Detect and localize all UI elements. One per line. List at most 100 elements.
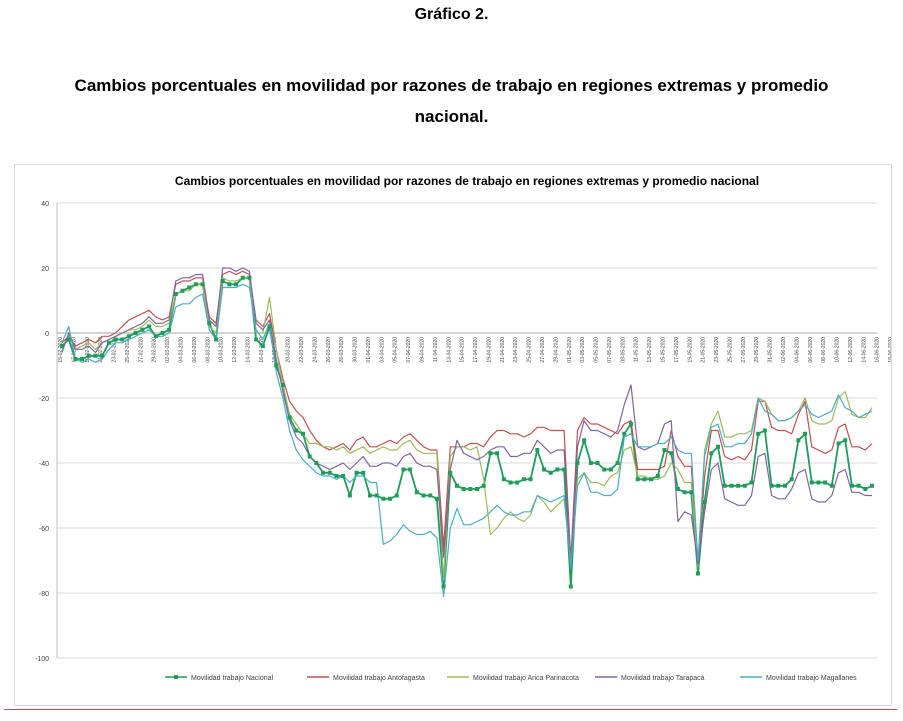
- y-tick-label: -40: [39, 461, 49, 468]
- x-tick-label: 18-06-2020: [888, 337, 891, 363]
- data-point-marker: [675, 487, 680, 491]
- data-point-marker: [280, 383, 285, 387]
- data-point-marker: [756, 431, 761, 436]
- x-tick-label: 15-04-2020: [460, 337, 466, 363]
- data-point-marker: [515, 480, 520, 485]
- data-point-marker: [528, 477, 533, 482]
- x-tick-label: 17-05-2020: [674, 337, 680, 363]
- data-point-marker: [729, 483, 734, 488]
- data-point-marker: [434, 496, 439, 501]
- data-point-marker: [796, 438, 801, 443]
- x-tick-label: 10-06-2020: [835, 337, 841, 363]
- x-tick-label: 06-03-2020: [192, 337, 198, 363]
- data-point-marker: [521, 477, 526, 482]
- x-tick-label: 04-06-2020: [794, 337, 800, 363]
- data-point-marker: [555, 467, 560, 472]
- x-tick-label: 09-05-2020: [620, 337, 626, 363]
- figure-caption: Cambios porcentuales en movilidad por ra…: [74, 76, 829, 126]
- data-point-marker: [588, 461, 593, 465]
- x-tick-label: 09-04-2020: [419, 337, 425, 363]
- data-point-marker: [381, 496, 386, 501]
- data-point-marker: [227, 282, 232, 287]
- data-point-marker: [260, 344, 265, 348]
- data-point-marker: [548, 470, 553, 475]
- data-point-marker: [274, 363, 279, 368]
- x-tick-label: 28-03-2020: [339, 337, 345, 363]
- y-tick-label: -60: [39, 526, 49, 533]
- data-point-marker: [468, 487, 473, 491]
- data-point-marker: [193, 282, 198, 287]
- data-point-marker: [722, 483, 727, 488]
- data-point-marker: [421, 493, 426, 498]
- data-point-marker: [501, 477, 506, 482]
- x-tick-label: 07-05-2020: [607, 337, 613, 363]
- chart-frame: Cambios porcentuales en movilidad por ra…: [14, 164, 892, 706]
- data-point-marker: [849, 483, 854, 488]
- x-tick-label: 31-05-2020: [768, 337, 774, 363]
- data-point-marker: [836, 441, 841, 446]
- y-tick-label: -20: [39, 396, 49, 403]
- data-point-marker: [642, 477, 647, 482]
- bottom-rule: [4, 709, 897, 710]
- data-point-marker: [160, 331, 165, 335]
- data-point-marker: [66, 337, 71, 342]
- series-line: [61, 283, 873, 597]
- data-point-marker: [113, 337, 118, 342]
- data-point-marker: [347, 493, 352, 498]
- data-point-marker: [408, 467, 413, 472]
- data-point-marker: [776, 483, 781, 488]
- y-tick-label: 20: [41, 266, 49, 273]
- data-point-marker: [488, 451, 493, 456]
- x-tick-label: 05-05-2020: [594, 337, 600, 363]
- x-tick-label: 10-03-2020: [219, 337, 225, 363]
- data-point-marker: [562, 467, 567, 472]
- data-point-marker: [220, 279, 225, 283]
- x-tick-label: 14-03-2020: [245, 337, 251, 363]
- x-tick-label: 02-06-2020: [781, 337, 787, 363]
- x-tick-label: 23-02-2020: [112, 337, 118, 363]
- data-point-marker: [689, 490, 694, 495]
- y-tick-label: -100: [35, 656, 49, 663]
- data-point-marker: [541, 467, 546, 472]
- data-point-marker: [602, 467, 607, 472]
- x-tick-label: 23-04-2020: [513, 337, 519, 363]
- data-point-marker: [287, 415, 292, 420]
- data-point-marker: [803, 431, 808, 436]
- data-point-marker: [120, 337, 125, 342]
- x-tick-label: 12-06-2020: [848, 337, 854, 363]
- data-point-marker: [682, 490, 687, 495]
- data-point-marker: [575, 461, 580, 465]
- data-point-marker: [622, 431, 627, 436]
- data-point-marker: [294, 428, 299, 433]
- data-point-marker: [629, 422, 634, 426]
- figure-label: Gráfico 2.: [414, 6, 489, 23]
- x-tick-label: 02-03-2020: [165, 337, 171, 363]
- data-point-marker: [809, 480, 814, 485]
- x-tick-label: 24-03-2020: [312, 337, 318, 363]
- x-tick-label: 08-03-2020: [205, 337, 211, 363]
- data-point-marker: [314, 461, 319, 465]
- data-point-marker: [361, 470, 366, 475]
- data-point-marker: [234, 282, 239, 287]
- data-point-marker: [475, 487, 480, 491]
- data-point-marker: [695, 571, 700, 576]
- data-point-marker: [454, 483, 459, 488]
- data-point-marker: [86, 353, 91, 358]
- data-point-marker: [655, 474, 660, 478]
- data-point-marker: [133, 331, 138, 335]
- data-point-marker: [414, 490, 419, 495]
- data-point-marker: [180, 288, 185, 293]
- data-point-marker: [582, 438, 587, 443]
- data-point-marker: [60, 344, 64, 348]
- data-point-marker: [769, 483, 774, 488]
- data-point-marker: [388, 496, 393, 501]
- data-point-marker: [843, 438, 848, 443]
- legend-label: Movilidad trabajo Tarapacá: [621, 675, 705, 682]
- data-point-marker: [441, 584, 446, 589]
- x-tick-label: 05-04-2020: [393, 337, 399, 363]
- data-point-marker: [856, 483, 861, 488]
- data-point-marker: [267, 324, 272, 329]
- data-point-marker: [213, 337, 218, 342]
- data-point-marker: [254, 337, 259, 342]
- data-point-marker: [367, 493, 372, 498]
